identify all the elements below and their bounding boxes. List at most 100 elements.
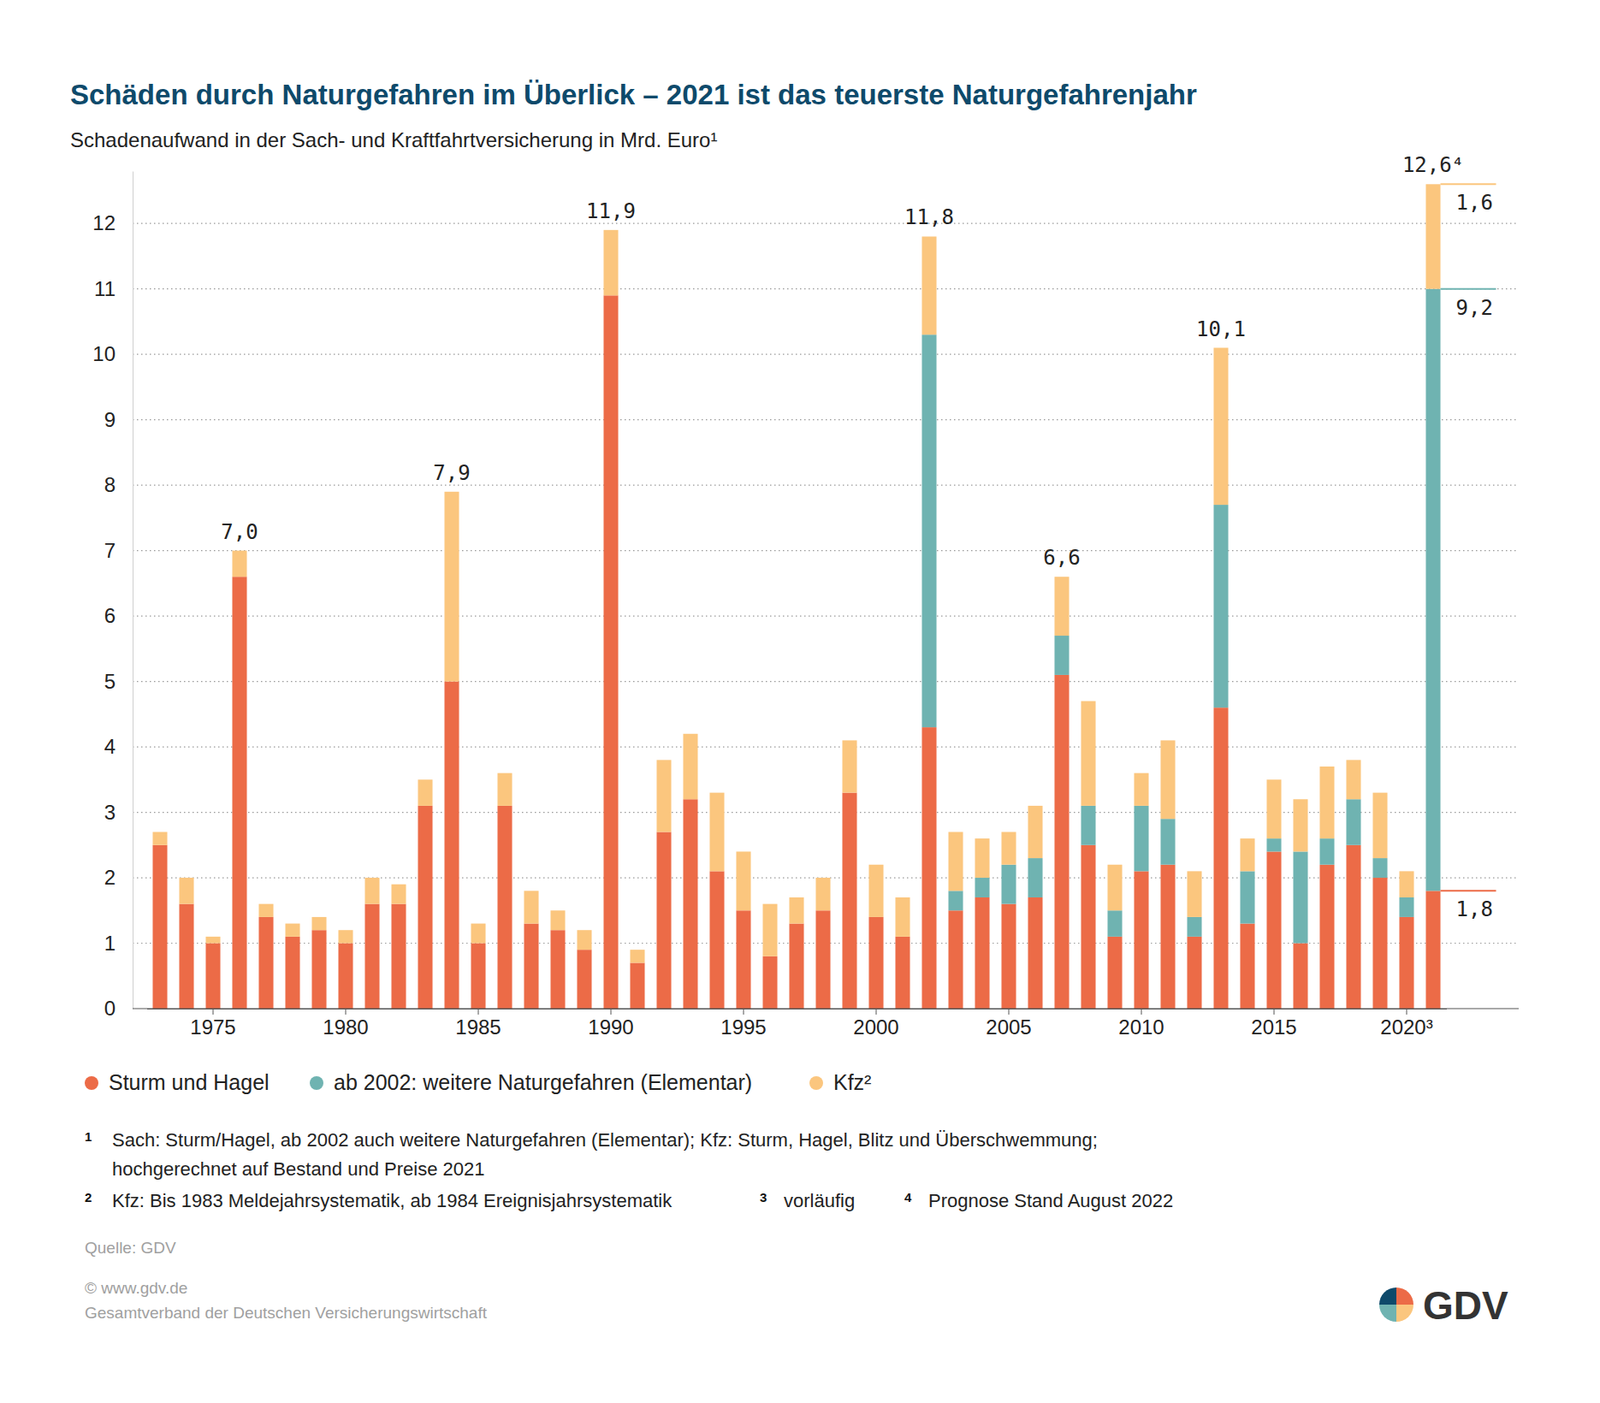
annotation: 11,9	[586, 199, 636, 224]
bar-segment	[1080, 805, 1096, 846]
footnote-text: Kfz: Bis 1983 Meldejahrsystematik, ab 19…	[112, 1190, 673, 1212]
bar-segment	[1266, 851, 1281, 1009]
bar-segment	[1372, 877, 1387, 1009]
bar-segment	[1107, 910, 1122, 937]
footnote-text: Sach: Sturm/Hagel, ab 2002 auch weitere …	[112, 1129, 1098, 1151]
annotation: 11,8	[904, 205, 955, 230]
logo-text: GDV	[1422, 1283, 1509, 1328]
y-tick-label: 7	[104, 539, 116, 563]
bar-segment	[417, 779, 433, 806]
bar-segment	[1213, 707, 1228, 1009]
grid-line	[132, 419, 1519, 421]
bar-segment	[603, 295, 618, 1009]
x-tick: 2010	[1118, 1008, 1164, 1039]
bar-segment	[1186, 936, 1202, 1009]
legend-label: ab 2002: weitere Naturgefahren (Elementa…	[333, 1070, 753, 1095]
bar-segment	[1239, 838, 1255, 872]
bar-segment	[1398, 917, 1414, 1009]
bar-segment	[735, 910, 751, 1009]
y-tick-label: 1	[104, 931, 116, 955]
y-tick-label: 2	[104, 865, 116, 889]
bar-segment	[311, 930, 326, 1009]
logo-part	[1379, 1304, 1397, 1322]
bar-segment	[470, 943, 486, 1009]
legend-swatch	[809, 1076, 824, 1091]
x-tick-mark	[1141, 1008, 1143, 1015]
bar-segment	[205, 936, 220, 944]
bar-segment	[788, 924, 804, 1009]
bar-segment	[1372, 793, 1387, 859]
bar-segment	[550, 930, 565, 1009]
bar-segment	[1319, 838, 1334, 866]
bar-segment	[841, 740, 857, 793]
bar-segment	[1054, 576, 1069, 636]
bar-segment	[231, 576, 247, 1009]
bar-segment	[735, 851, 751, 911]
bar-segment	[1001, 865, 1016, 905]
logo-part	[1396, 1304, 1414, 1322]
grid-line	[132, 223, 1519, 225]
title: Schäden durch Naturgefahren im Überlick …	[70, 78, 1198, 111]
bar-segment	[948, 831, 963, 891]
annotation: 12,6⁴	[1402, 153, 1464, 178]
bar-segment	[948, 890, 963, 911]
x-tick: 1985	[455, 1008, 501, 1039]
bar-segment	[284, 936, 300, 1009]
bar-segment	[1186, 917, 1202, 937]
bar-segment	[894, 897, 910, 937]
grid-line	[132, 288, 1519, 290]
x-tick-mark	[478, 1008, 480, 1015]
bar-segment	[974, 838, 990, 878]
x-tick: 2020³	[1380, 1008, 1433, 1039]
x-tick: 1980	[322, 1008, 368, 1039]
bar-segment	[1345, 759, 1361, 800]
bar-segment	[1292, 943, 1308, 1009]
x-tick-label: 1985	[455, 1015, 501, 1039]
bar-segment	[1425, 289, 1440, 892]
bar-segment	[1266, 838, 1281, 852]
y-tick-label: 8	[104, 473, 116, 497]
footnote-mark: 1	[84, 1129, 92, 1144]
bar-segment	[576, 949, 592, 1009]
bar-segment	[1345, 845, 1361, 1009]
subtitle: Schadenaufwand in der Sach- und Kraftfah…	[70, 128, 718, 152]
y-tick: 3	[104, 800, 133, 824]
logo-part	[1396, 1287, 1414, 1305]
bar-segment	[921, 334, 937, 728]
bar-segment	[682, 734, 698, 800]
bar-segment	[152, 845, 167, 1009]
bar-segment	[337, 943, 353, 1009]
grid-line	[132, 485, 1519, 486]
bar-segment	[682, 799, 698, 1009]
legend-label: Sturm und Hagel	[108, 1070, 270, 1095]
bar-segment	[1133, 773, 1149, 806]
bar-segment	[762, 956, 777, 1009]
bar-segment	[1133, 805, 1149, 872]
bar-segment	[656, 759, 671, 832]
bar-segment	[178, 877, 194, 905]
y-tick: 6	[104, 604, 133, 628]
source: Quelle: GDV	[84, 1238, 177, 1257]
x-tick: 1995	[720, 1008, 766, 1039]
bar-segment	[974, 877, 990, 898]
bar-segment	[1398, 871, 1414, 898]
y-tick-label: 5	[104, 669, 116, 694]
x-tick-mark	[1406, 1008, 1408, 1015]
y-tick-label: 10	[92, 342, 116, 366]
legend: Sturm und Hagel ab 2002: weitere Naturgef…	[84, 1070, 872, 1095]
annotation-line	[1440, 889, 1497, 892]
publisher: Gesamtverband der Deutschen Versicherung…	[84, 1303, 488, 1322]
y-tick-label: 3	[104, 800, 116, 824]
footnote-text: Prognose Stand August 2022	[928, 1190, 1174, 1212]
x-tick: 2015	[1250, 1008, 1297, 1039]
bar-segment	[1160, 818, 1175, 866]
bar-segment	[1054, 675, 1069, 1009]
x-tick-label: 1990	[587, 1015, 634, 1039]
grid-line	[132, 354, 1519, 356]
annotation: 1,8	[1456, 897, 1494, 922]
series	[921, 289, 1440, 944]
bar-segment	[629, 949, 645, 963]
annotation: 1,6	[1456, 190, 1494, 215]
grid	[132, 223, 1519, 943]
bar-segment	[1027, 897, 1043, 1009]
